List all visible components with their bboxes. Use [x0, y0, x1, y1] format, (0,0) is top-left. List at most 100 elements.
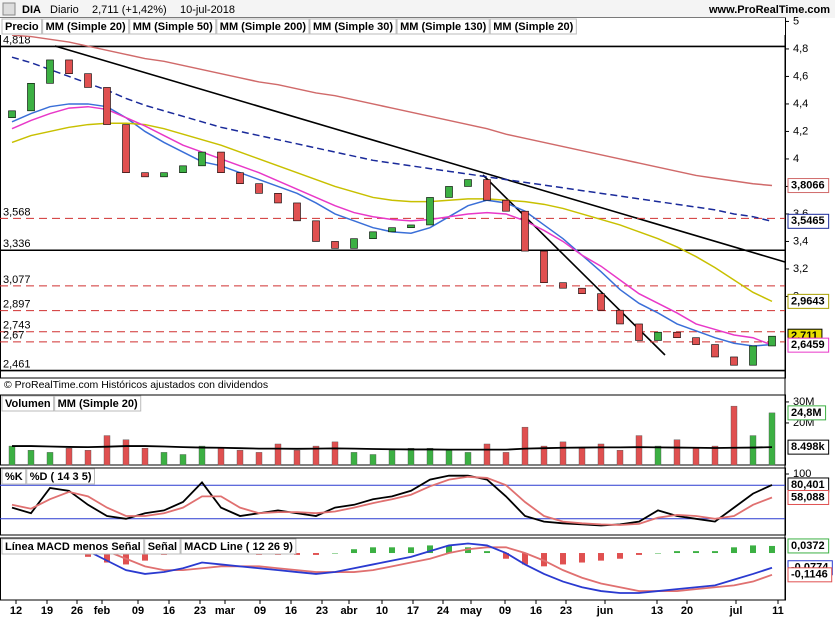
- candle: [388, 227, 396, 233]
- legend-box: [1, 395, 55, 412]
- x-tick-label: 23: [194, 605, 206, 617]
- y-tick-label: 4,8: [793, 43, 808, 55]
- histogram-bar: [617, 553, 623, 559]
- candle: [331, 241, 339, 249]
- volume-bar: [616, 450, 624, 466]
- moving-average: [11, 122, 773, 303]
- legend-entry: Línea MACD menos Señal: [5, 541, 141, 553]
- moving-average: [11, 56, 773, 223]
- x-tick-label: 16: [285, 605, 297, 617]
- macd-line: [11, 542, 773, 594]
- macd-line: [11, 544, 773, 592]
- y-tick-label: 5: [793, 15, 799, 27]
- histogram-bar: [104, 553, 110, 563]
- legend-entry: Señal: [148, 541, 177, 553]
- volume-bar: [27, 450, 35, 466]
- volume-bar: [730, 405, 738, 466]
- legend-box: [129, 18, 217, 35]
- candle: [464, 179, 472, 187]
- histogram-bar: [769, 545, 775, 554]
- legend-entry: Precio: [5, 21, 39, 33]
- candle: [65, 59, 73, 74]
- y-tick-label: 4: [793, 153, 799, 165]
- histogram-bar: [370, 547, 376, 554]
- x-tick-label: 24: [437, 605, 450, 617]
- x-tick-label: abr: [340, 605, 358, 617]
- x-tick-label: 12: [10, 605, 22, 617]
- candle: [236, 172, 244, 184]
- last-value-box: [787, 337, 830, 353]
- histogram-bar: [446, 545, 452, 554]
- legend-box: [1, 18, 43, 35]
- symbol: DIA: [22, 4, 41, 16]
- volume-bar: [521, 426, 529, 466]
- legend-entry: MM (Simple 130): [400, 21, 487, 33]
- candle: [502, 199, 510, 212]
- candle: [27, 83, 35, 112]
- legend-entry: %D ( 14 3 5): [30, 471, 92, 483]
- candle: [293, 202, 301, 222]
- level-label: 4,818: [3, 34, 31, 46]
- legend-box: [396, 18, 490, 35]
- volume-bar: [312, 445, 320, 466]
- candle: [692, 337, 700, 345]
- candle: [749, 345, 757, 366]
- x-tick-label: 23: [316, 605, 328, 617]
- legend-entry: MM (Simple 20): [46, 21, 126, 33]
- y-tick-label: 30M: [793, 396, 814, 408]
- volume-bar: [84, 450, 92, 466]
- x-tick-label: feb: [94, 605, 111, 617]
- legend-box: [42, 18, 130, 35]
- candle: [217, 151, 225, 173]
- volume-bar: [331, 441, 339, 466]
- level-label: 2,897: [3, 299, 31, 311]
- candle: [369, 231, 377, 240]
- candle: [635, 323, 643, 341]
- footer-note: © ProRealTime.com Históricos ajustados c…: [4, 379, 268, 391]
- histogram-bar: [85, 553, 91, 557]
- volume-bar: [597, 443, 605, 466]
- legend-entry: %K: [5, 471, 23, 483]
- volume-bar: [198, 445, 206, 466]
- oscillator-line: [11, 474, 773, 527]
- candle: [103, 87, 111, 125]
- last-value-label: 58,088: [791, 491, 825, 503]
- x-tick-label: 16: [530, 605, 542, 617]
- histogram-bar: [484, 551, 490, 554]
- volume-bar: [711, 445, 719, 466]
- volume-bar: [635, 435, 643, 466]
- x-tick-label: 17: [407, 605, 419, 617]
- volume-bar: [369, 454, 377, 466]
- volume-bar: [255, 452, 263, 466]
- candle: [445, 186, 453, 198]
- legend-box: [1, 538, 145, 555]
- volume-bar: [217, 447, 225, 466]
- legend-box: [180, 538, 297, 555]
- icon: [2, 2, 16, 16]
- histogram-bar: [351, 549, 357, 554]
- legend-entry: MM (Simple 50): [133, 21, 213, 33]
- last-value-box: [787, 538, 830, 554]
- x-tick-label: 10: [376, 605, 388, 617]
- last-value-box: [787, 567, 833, 583]
- volume-bar: [407, 447, 415, 466]
- last-value-box: [787, 489, 830, 505]
- histogram-bar: [294, 553, 300, 555]
- legend-entry: Volumen: [5, 398, 51, 410]
- last-value-label: 2,9643: [791, 295, 825, 307]
- candle: [711, 344, 719, 358]
- legend-entry: MM (Simple 20): [493, 21, 573, 33]
- histogram-bar: [674, 551, 680, 554]
- x-tick-label: 09: [254, 605, 266, 617]
- y-tick-label: 100: [793, 468, 811, 480]
- histogram-bar: [731, 547, 737, 554]
- candle: [255, 183, 263, 194]
- volume-bar: [654, 445, 662, 466]
- legend-entry: MM (Simple 30): [313, 21, 393, 33]
- x-tick-label: 13: [651, 605, 663, 617]
- legend-box: [309, 18, 397, 35]
- volume-bar: [46, 452, 54, 466]
- moving-average: [11, 105, 773, 346]
- volume-bar: [236, 450, 244, 466]
